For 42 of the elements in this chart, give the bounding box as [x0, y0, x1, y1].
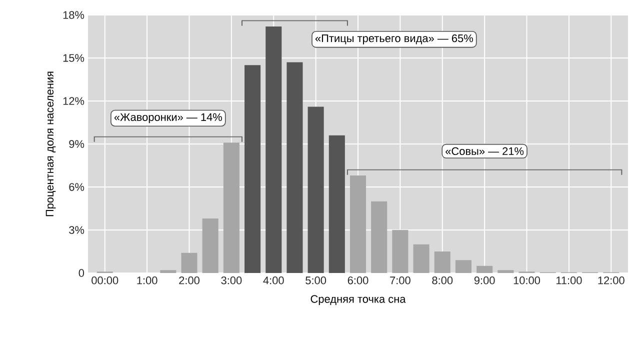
x-tick-label: 3:00 [221, 276, 242, 284]
x-tick-label: 11:00 [556, 276, 582, 284]
y-tick-label: 15% [63, 54, 84, 62]
y-axis-title: Процентная доля населения [46, 72, 56, 216]
bar [455, 260, 472, 273]
bar [244, 65, 261, 273]
bar [350, 176, 366, 273]
y-tick-label: 18% [63, 11, 84, 19]
bar [160, 270, 176, 273]
annotation: «Жаворонки» — 14% [114, 113, 222, 124]
bar [202, 218, 218, 273]
bar [223, 142, 240, 273]
y-tick-label: 3% [69, 226, 84, 234]
bar [286, 62, 303, 273]
y-tick-label: 9% [69, 140, 84, 148]
annotation: «Птицы третьего вида» — 65% [315, 34, 473, 44]
bar [392, 230, 408, 273]
y-tick-label: 12% [63, 97, 84, 105]
x-tick-label: 00:00 [92, 276, 118, 284]
bar [413, 244, 430, 273]
annotation: «Совы» — 21% [446, 147, 524, 156]
x-tick-label: 4:00 [263, 276, 284, 284]
x-axis-title: Средняя точка сна [310, 295, 406, 306]
x-tick-label: 12:00 [598, 276, 624, 284]
x-tick-label: 1:00 [137, 276, 158, 284]
x-tick-label: 8:00 [432, 276, 453, 284]
bar [434, 252, 450, 273]
bar [328, 135, 345, 273]
bar [476, 266, 493, 273]
bar [181, 252, 198, 273]
x-tick-label: 9:00 [474, 276, 495, 284]
x-tick-label: 2:00 [179, 276, 200, 284]
x-tick-label: 6:00 [348, 276, 368, 284]
y-tick-label: 0 [78, 269, 84, 277]
bar [308, 106, 324, 273]
x-tick-label: 7:00 [390, 276, 410, 284]
bar [266, 26, 282, 273]
bar [371, 201, 388, 273]
x-tick-label: 10:00 [514, 276, 540, 284]
x-tick-label: 5:00 [306, 276, 326, 284]
bar [498, 270, 514, 273]
y-tick-label: 6% [69, 183, 84, 191]
